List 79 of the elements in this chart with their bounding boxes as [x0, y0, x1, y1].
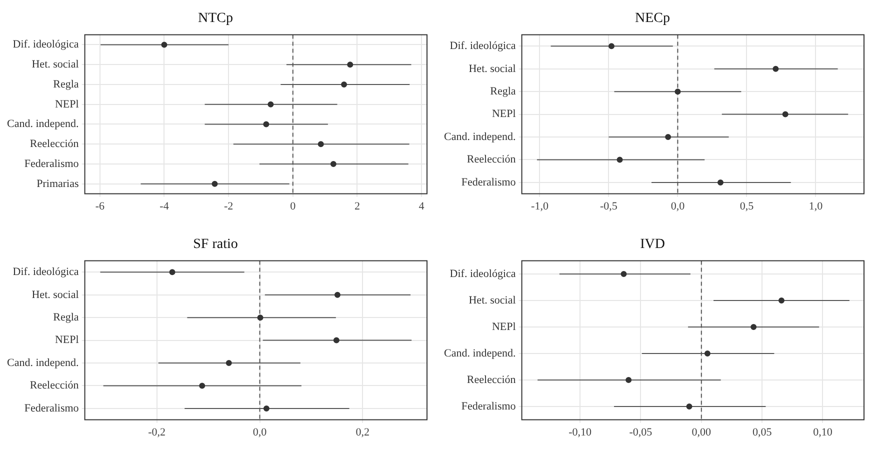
y-tick-label: Cand. independ.: [444, 130, 516, 143]
x-tick-label: 0,0: [252, 426, 268, 438]
y-tick-label: Reelección: [30, 380, 80, 392]
point: [226, 360, 232, 366]
point: [334, 292, 340, 298]
y-tick-label: Dif. ideológica: [450, 40, 516, 52]
point: [782, 111, 788, 118]
chart-title: SF ratio: [193, 237, 238, 252]
x-tick-label: 0,0: [670, 200, 686, 212]
x-tick-label: -0,2: [148, 426, 166, 438]
y-tick-label: NEPl: [492, 320, 516, 333]
y-tick-label: Het. social: [468, 294, 516, 306]
point: [347, 62, 354, 68]
point: [263, 121, 270, 128]
x-tick-label: -0,5: [600, 200, 618, 212]
chart-title: NECp: [635, 11, 670, 26]
x-tick-label: -4: [160, 200, 170, 212]
point: [318, 141, 324, 148]
point: [330, 160, 336, 167]
point: [333, 337, 340, 344]
y-tick-label: Cand. independ.: [6, 118, 80, 130]
point: [750, 324, 757, 330]
y-tick-label: Regla: [53, 78, 79, 90]
x-tick-label: 4: [418, 200, 425, 212]
y-tick-label: Cand. independ.: [6, 356, 80, 369]
point: [778, 298, 784, 304]
y-tick-label: Federalismo: [461, 176, 516, 188]
y-tick-label: Reelección: [466, 154, 516, 166]
point: [263, 405, 270, 412]
chart-title: NTCp: [198, 11, 233, 26]
point: [717, 179, 724, 186]
point: [772, 66, 779, 72]
y-tick-label: Reelección: [30, 138, 80, 150]
y-tick-label: Regla: [53, 311, 79, 324]
y-tick-label: Federalismo: [24, 402, 80, 414]
point: [674, 88, 681, 95]
x-tick-label: 1,0: [808, 200, 824, 212]
x-tick-label: -6: [95, 200, 105, 212]
point: [268, 101, 274, 108]
point: [620, 271, 627, 278]
point: [169, 269, 176, 276]
x-tick-label: 0,05: [752, 426, 772, 438]
point: [212, 180, 218, 187]
y-tick-label: Federalismo: [461, 400, 516, 412]
point: [199, 382, 206, 389]
x-tick-label: 2: [354, 200, 360, 212]
y-tick-label: NEPl: [492, 108, 516, 120]
x-tick-label: 0,5: [740, 200, 754, 212]
point: [686, 404, 692, 410]
x-tick-label: -0,05: [629, 426, 653, 438]
y-tick-label: NEPl: [54, 98, 79, 110]
y-tick-label: Cand. independ.: [444, 347, 516, 360]
y-tick-label: Primarias: [36, 178, 79, 190]
point: [161, 42, 168, 48]
y-tick-label: Reelección: [466, 374, 516, 386]
point: [616, 156, 623, 163]
y-tick-label: Het. social: [32, 288, 79, 301]
point: [704, 350, 710, 357]
y-tick-label: Regla: [490, 85, 516, 98]
y-tick-label: Federalismo: [24, 158, 80, 170]
point: [626, 377, 632, 384]
x-tick-label: 0,2: [356, 426, 370, 438]
x-tick-label: 0,00: [692, 426, 712, 438]
point: [257, 314, 264, 321]
x-tick-label: 0,10: [813, 426, 833, 438]
point: [608, 43, 614, 50]
y-tick-label: NEPl: [54, 334, 79, 346]
x-tick-label: -0,10: [568, 426, 592, 438]
y-tick-label: Dif. ideológica: [450, 268, 516, 280]
point: [665, 134, 672, 140]
chart-title: IVD: [640, 237, 665, 252]
y-tick-label: Het. social: [468, 62, 516, 75]
x-tick-label: 0: [290, 200, 296, 212]
point: [341, 81, 348, 88]
y-tick-label: Het. social: [32, 58, 79, 71]
y-tick-label: Dif. ideológica: [12, 38, 79, 51]
x-tick-label: -1,0: [531, 200, 549, 212]
y-tick-label: Dif. ideológica: [12, 266, 79, 278]
x-tick-label: -2: [224, 200, 234, 212]
